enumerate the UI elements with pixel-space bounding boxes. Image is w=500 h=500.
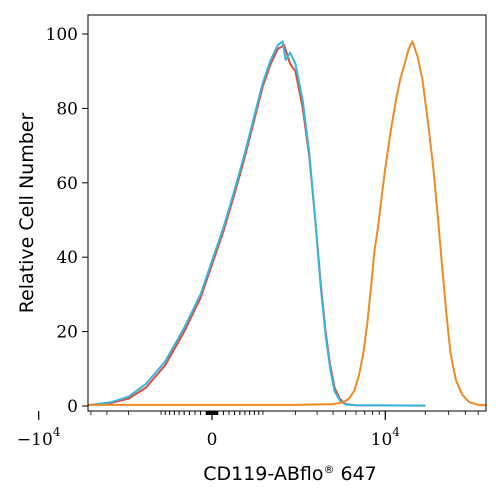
x-tick-label: −104 [17,425,61,450]
x-axis-title-main: CD119-ABflo [203,463,323,485]
series-layer [87,40,487,407]
x-minor-ticks [90,411,479,415]
y-tick-label: 0 [67,397,78,417]
x-axis-title-suffix: 647 [334,463,376,485]
y-tick-label: 80 [56,99,78,119]
histogram-series [87,44,426,407]
x-axis: −1040104106 [17,411,401,450]
x-tick-label-exponent: 4 [53,425,61,439]
histogram-series [87,40,426,407]
y-axis: 0 20 40 60 80 100 [46,25,88,417]
x-axis-title-registered-mark: ® [323,463,334,476]
x-tick-label-base: −10 [17,430,53,450]
y-tick-label: 60 [56,174,78,194]
y-tick-label: 20 [56,323,78,343]
x-tick-label-base: 10 [371,430,393,450]
histogram-series [88,40,487,407]
x-tick-label: 0 [207,430,218,450]
x-tick-label: 104 [371,425,401,450]
plot-frame [87,14,487,412]
y-tick-label: 40 [56,248,78,268]
x-tick-label-exponent: 4 [392,425,400,439]
y-tick-label: 100 [46,25,78,45]
x-tick-label-base: 0 [207,430,218,450]
x-axis-title: CD119-ABflo® 647 [203,463,377,485]
y-axis-title: Relative Cell Number [16,113,38,314]
